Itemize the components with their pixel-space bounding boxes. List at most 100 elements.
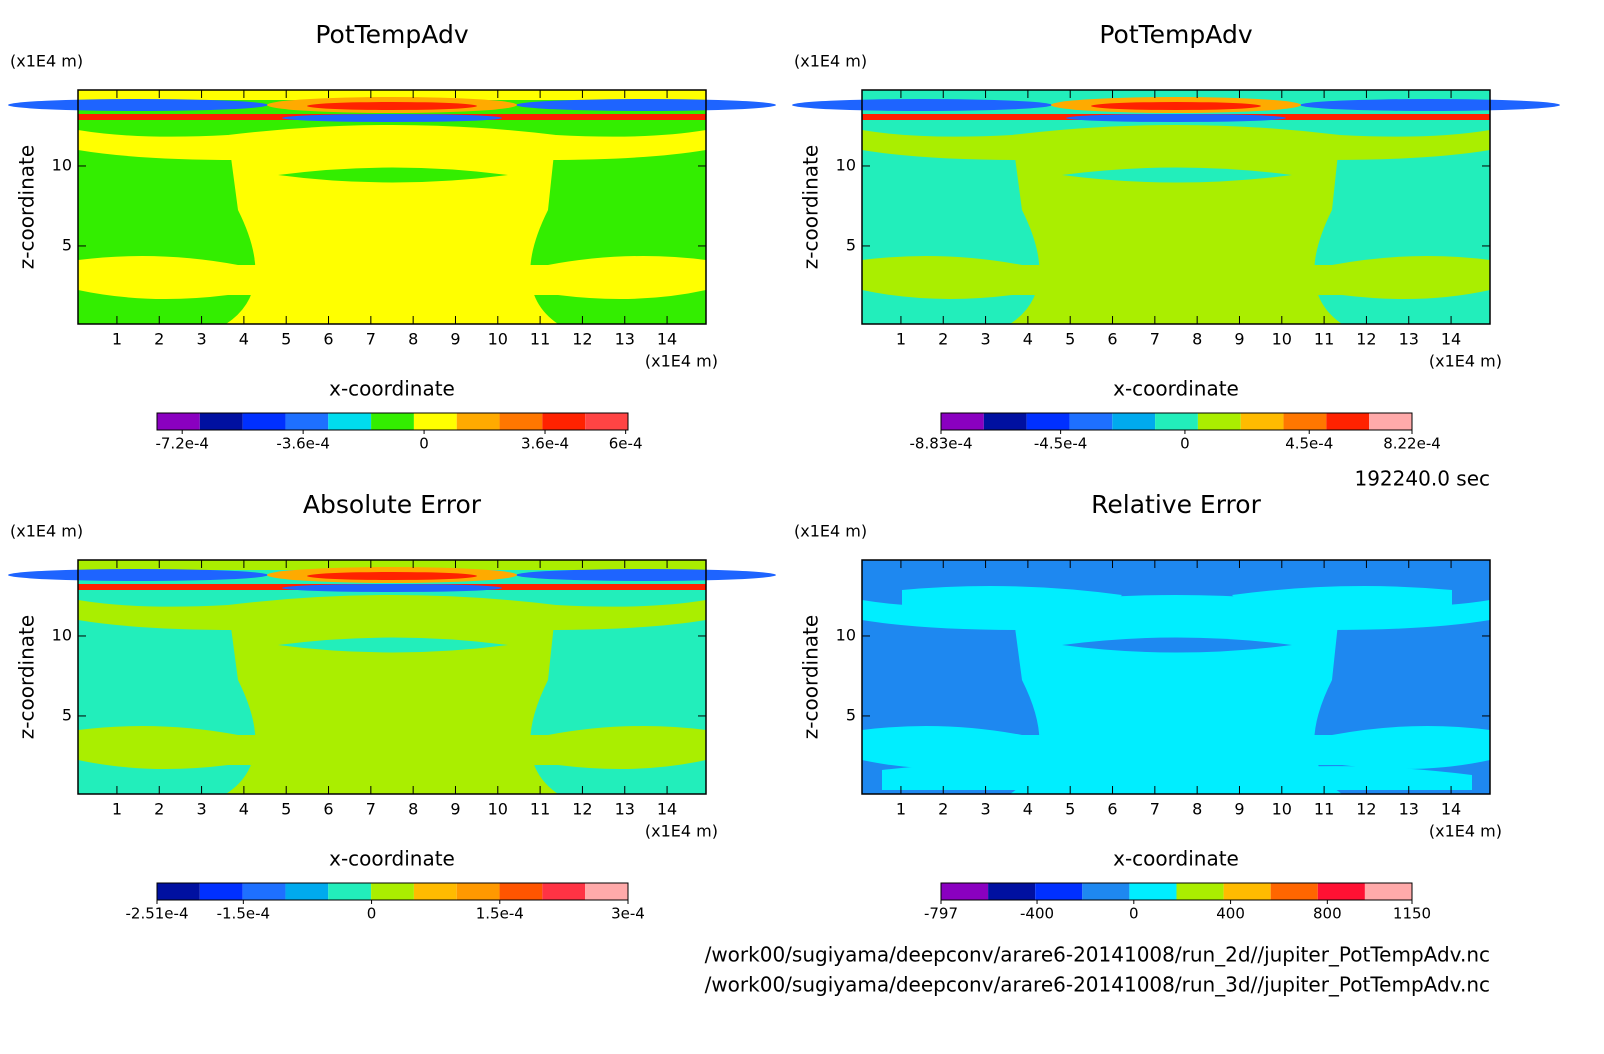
y-tick-label: 10 <box>52 155 72 174</box>
colorbar-frame <box>156 412 629 431</box>
colorbar-segment <box>585 883 628 900</box>
x-unit: (x1E4 m) <box>1429 822 1502 841</box>
colorbar-tick-label: 0 <box>1129 905 1139 923</box>
colorbar-segment <box>157 413 200 430</box>
field-region <box>516 99 776 111</box>
field-region <box>862 130 1490 160</box>
colorbar-segment <box>1112 413 1156 430</box>
colorbar-segment <box>242 413 286 430</box>
field-region <box>8 99 268 111</box>
x-tick-label: 2 <box>154 800 164 819</box>
colorbar-segment <box>1364 883 1412 900</box>
y-unit: (x1E4 m) <box>10 522 83 541</box>
plot-frame <box>77 89 707 325</box>
colorbar-segment <box>983 413 1027 430</box>
colorbar-segment <box>328 413 372 430</box>
y-tick-label: 10 <box>836 155 856 174</box>
field-region <box>278 167 508 183</box>
colorbar-segment <box>1035 883 1083 900</box>
colorbar-tick-label: -4.5e-4 <box>1034 435 1087 453</box>
field-region <box>78 256 706 299</box>
x-tick-label: 4 <box>239 330 249 349</box>
colorbar-segment <box>157 883 200 900</box>
time-label: 192240.0 sec <box>1354 467 1490 491</box>
field-region <box>882 586 1472 790</box>
field-region <box>278 637 508 653</box>
colorbar-segment <box>499 883 543 900</box>
colorbar-frame <box>156 882 629 901</box>
x-tick-label: 10 <box>1272 330 1292 349</box>
colorbar-segment <box>413 883 457 900</box>
x-tick-label: 7 <box>1150 330 1160 349</box>
colorbar-segment <box>542 413 586 430</box>
colorbar-segment <box>199 883 243 900</box>
field-region <box>307 102 477 110</box>
plot-frame <box>861 89 1491 325</box>
colorbar-tick-label: 0 <box>1180 435 1190 453</box>
colorbar-tick-label: -7.2e-4 <box>155 435 208 453</box>
colorbar-tick-label: -8.83e-4 <box>910 435 973 453</box>
colorbar-segment <box>1240 413 1284 430</box>
y-unit: (x1E4 m) <box>794 522 867 541</box>
x-tick-label: 1 <box>896 800 906 819</box>
x-tick-label: 7 <box>366 800 376 819</box>
x-tick-label: 10 <box>1272 800 1292 819</box>
x-tick-label: 7 <box>366 330 376 349</box>
x-tick-label: 14 <box>1441 800 1461 819</box>
x-tick-label: 9 <box>1234 800 1244 819</box>
x-tick-label: 7 <box>1150 800 1160 819</box>
colorbar-tick-label: -797 <box>924 905 958 923</box>
x-tick-label: 6 <box>1107 330 1117 349</box>
colorbar-tick-label: 4.5e-4 <box>1285 435 1333 453</box>
y-unit: (x1E4 m) <box>794 52 867 71</box>
x-tick-label: 3 <box>980 330 990 349</box>
field-region <box>8 569 268 581</box>
y-tick-label: 5 <box>846 235 856 254</box>
x-axis-label: x-coordinate <box>1113 377 1239 401</box>
x-tick-label: 10 <box>488 330 508 349</box>
x-tick-label: 6 <box>1107 800 1117 819</box>
colorbar-segment <box>328 883 372 900</box>
colorbar-segment <box>585 413 628 430</box>
x-tick-label: 3 <box>196 800 206 819</box>
colorbar-tick-label: -400 <box>1020 905 1054 923</box>
colorbar-segment <box>1317 883 1365 900</box>
colorbar-segment <box>1369 413 1412 430</box>
colorbar-segment <box>1082 883 1130 900</box>
x-tick-label: 3 <box>980 800 990 819</box>
colorbar-segment <box>285 413 329 430</box>
y-axis-label: z-coordinate <box>799 145 823 269</box>
x-tick-label: 10 <box>488 800 508 819</box>
x-unit: (x1E4 m) <box>645 822 718 841</box>
colorbar-segment <box>285 883 329 900</box>
y-tick-label: 5 <box>62 235 72 254</box>
colorbar-frame <box>940 882 1413 901</box>
x-unit: (x1E4 m) <box>1429 352 1502 371</box>
colorbar-tick-label: 1150 <box>1393 905 1431 923</box>
colorbar-tick-label: -3.6e-4 <box>276 435 329 453</box>
x-tick-label: 12 <box>572 330 592 349</box>
field-region <box>1062 167 1292 183</box>
contour-field <box>8 90 776 324</box>
colorbar-segment <box>1129 883 1177 900</box>
colorbar-segment <box>1270 883 1318 900</box>
colorbar-segment <box>371 883 414 900</box>
field-region <box>282 114 502 122</box>
x-tick-label: 4 <box>239 800 249 819</box>
y-tick-label: 5 <box>846 705 856 724</box>
x-tick-label: 9 <box>450 800 460 819</box>
x-tick-label: 2 <box>938 330 948 349</box>
x-tick-label: 3 <box>196 330 206 349</box>
y-axis-label: z-coordinate <box>15 615 39 739</box>
x-tick-label: 9 <box>450 330 460 349</box>
colorbar-segment <box>1283 413 1327 430</box>
x-axis-label: x-coordinate <box>329 377 455 401</box>
x-tick-label: 8 <box>1192 330 1202 349</box>
x-tick-label: 11 <box>530 800 550 819</box>
x-tick-label: 1 <box>112 800 122 819</box>
field-region <box>307 572 477 580</box>
colorbar-segment <box>1223 883 1271 900</box>
x-tick-label: 12 <box>1356 330 1376 349</box>
colorbar-tick-label: 1.5e-4 <box>476 905 524 923</box>
